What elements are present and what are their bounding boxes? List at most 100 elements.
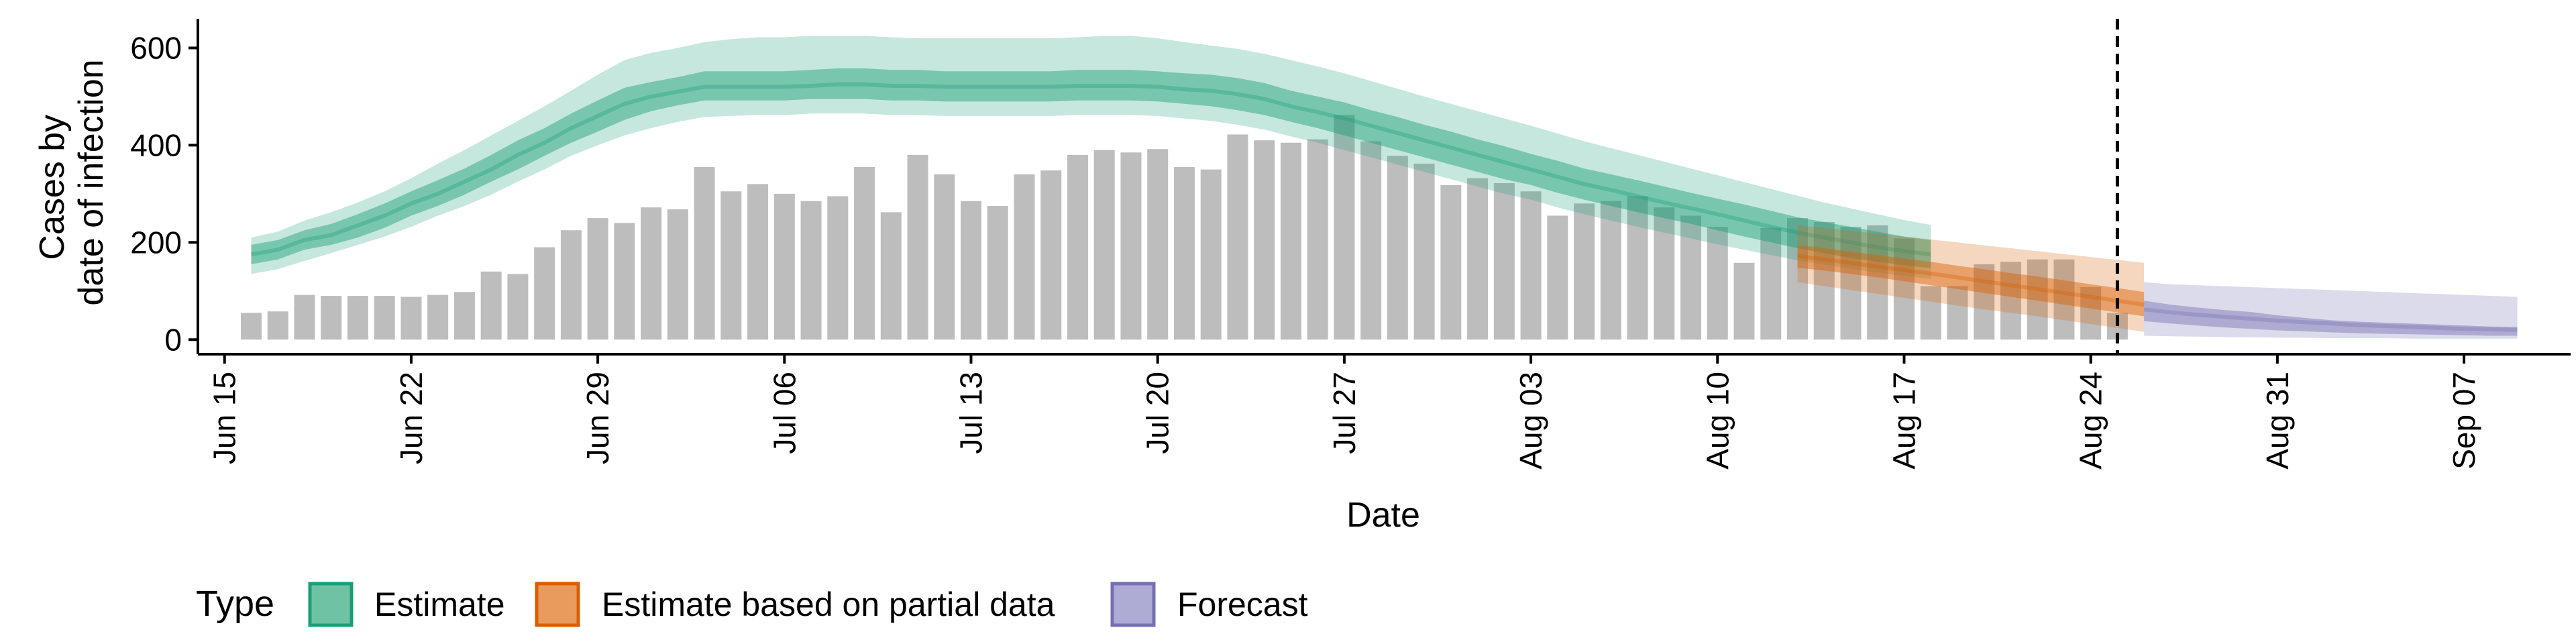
data-bar — [1520, 191, 1542, 340]
data-bar — [1707, 227, 1728, 340]
ribbon-outer-forecast — [2144, 282, 2518, 339]
y-tick-label: 400 — [130, 127, 182, 162]
x-tick-label: Jul 13 — [954, 372, 989, 454]
data-bar — [1147, 149, 1169, 340]
data-bar — [987, 205, 1008, 340]
data-bar — [1974, 264, 1995, 340]
data-bar — [1440, 184, 1462, 340]
data-bar — [267, 311, 288, 340]
data-bar — [1067, 154, 1088, 340]
x-tick-label: Jul 06 — [767, 372, 802, 454]
ribbon-inner-estimate-based-on-partial-data — [1797, 245, 2145, 317]
data-bar — [800, 201, 822, 340]
x-tick-label: Aug 17 — [1886, 372, 1921, 470]
data-bar — [1200, 169, 1222, 340]
data-bar — [747, 184, 769, 340]
data-bar — [587, 218, 608, 340]
data-bar — [1493, 182, 1515, 340]
x-tick-label: Jul 20 — [1140, 372, 1175, 454]
x-axis-ticks: Jun 15 Jun 22 Jun 29 Jul 06 Jul 13 Jul 20 Jul … — [207, 354, 2481, 470]
legend-label-estimate: Estimate — [374, 586, 505, 623]
x-tick-label: Sep 07 — [2447, 372, 2481, 470]
data-bar — [1547, 215, 1568, 340]
data-bar — [720, 191, 742, 340]
data-bar — [1334, 115, 1355, 340]
data-bar — [374, 296, 395, 340]
legend-key-forecast — [1110, 582, 1156, 627]
data-bar — [1173, 167, 1195, 340]
data-bar — [1680, 215, 1702, 340]
x-axis-title: Date — [1346, 496, 1420, 535]
legend-key-estimate — [308, 582, 354, 627]
data-bar — [321, 296, 342, 340]
data-bar — [773, 193, 795, 340]
data-bar — [347, 296, 368, 340]
data-bar — [641, 207, 662, 340]
y-tick-label: 600 — [130, 30, 182, 65]
x-tick-label: Aug 31 — [2260, 372, 2295, 470]
data-bar — [1307, 139, 1328, 340]
data-bar — [294, 294, 315, 340]
x-tick-label: Jun 15 — [207, 372, 242, 464]
data-bar — [2000, 262, 2021, 340]
legend-title: Type — [196, 584, 274, 624]
y-tick-label: 200 — [130, 225, 182, 260]
data-bar — [1600, 201, 1621, 340]
ribbons-layer — [250, 36, 2518, 339]
y-axis-title-line2: date of infection — [72, 59, 111, 305]
data-bar — [667, 209, 688, 340]
data-bar — [2027, 259, 2048, 340]
x-tick-label: Jun 22 — [394, 372, 429, 464]
x-tick-label: Aug 10 — [1700, 372, 1735, 470]
data-bar — [907, 154, 928, 340]
data-bar — [1360, 141, 1382, 340]
data-bar — [1227, 134, 1248, 340]
legend-label-forecast: Forecast — [1177, 586, 1308, 623]
x-tick-label: Aug 24 — [2074, 372, 2108, 470]
data-bar — [2080, 287, 2102, 340]
data-bar — [961, 201, 982, 340]
legend: Type Estimate Estimate based on partial … — [196, 582, 1308, 627]
data-bar — [1280, 142, 1301, 340]
data-bar — [240, 313, 262, 340]
legend-label-partial: Estimate based on partial data — [602, 586, 1055, 623]
legend-key-partial — [535, 582, 580, 627]
x-tick-label: Jun 29 — [580, 372, 615, 464]
data-bar — [1120, 152, 1142, 340]
data-bar — [480, 271, 502, 340]
data-bar — [1733, 262, 1755, 340]
data-bar — [1040, 170, 1062, 340]
ribbon-outer-estimate — [251, 36, 1931, 279]
data-bar — [694, 167, 715, 340]
data-bar — [1014, 174, 1035, 340]
data-bar — [560, 230, 582, 340]
data-bar — [400, 297, 422, 340]
data-bar — [827, 196, 849, 340]
data-bar — [1467, 178, 1489, 340]
data-bar — [1387, 156, 1408, 340]
data-bar — [453, 292, 475, 340]
data-bar — [1813, 221, 1835, 340]
data-bar — [1920, 286, 1941, 340]
data-bar — [1867, 225, 1888, 340]
data-bar — [1947, 286, 1968, 340]
data-bar — [934, 174, 955, 340]
median-line-estimate-based-on-partial-data — [1797, 254, 2145, 307]
data-bar — [1627, 196, 1648, 340]
data-bar — [1786, 218, 1808, 340]
median-line-forecast — [2143, 307, 2518, 332]
data-bar — [1413, 163, 1435, 340]
data-bar — [1254, 140, 1275, 340]
data-bar — [854, 167, 875, 340]
data-bar — [1893, 238, 1915, 340]
ribbon-outer-estimate-based-on-partial-data — [1797, 225, 2145, 332]
x-tick-label: Jul 27 — [1327, 372, 1362, 454]
median-line-estimate — [250, 82, 1931, 257]
data-bar — [2053, 259, 2075, 340]
data-bar — [1574, 203, 1595, 340]
ribbon-inner-forecast — [2144, 301, 2518, 336]
y-axis-title-line1: Cases by — [33, 115, 72, 260]
bars-layer — [240, 115, 2128, 340]
data-bar — [1840, 227, 1862, 340]
